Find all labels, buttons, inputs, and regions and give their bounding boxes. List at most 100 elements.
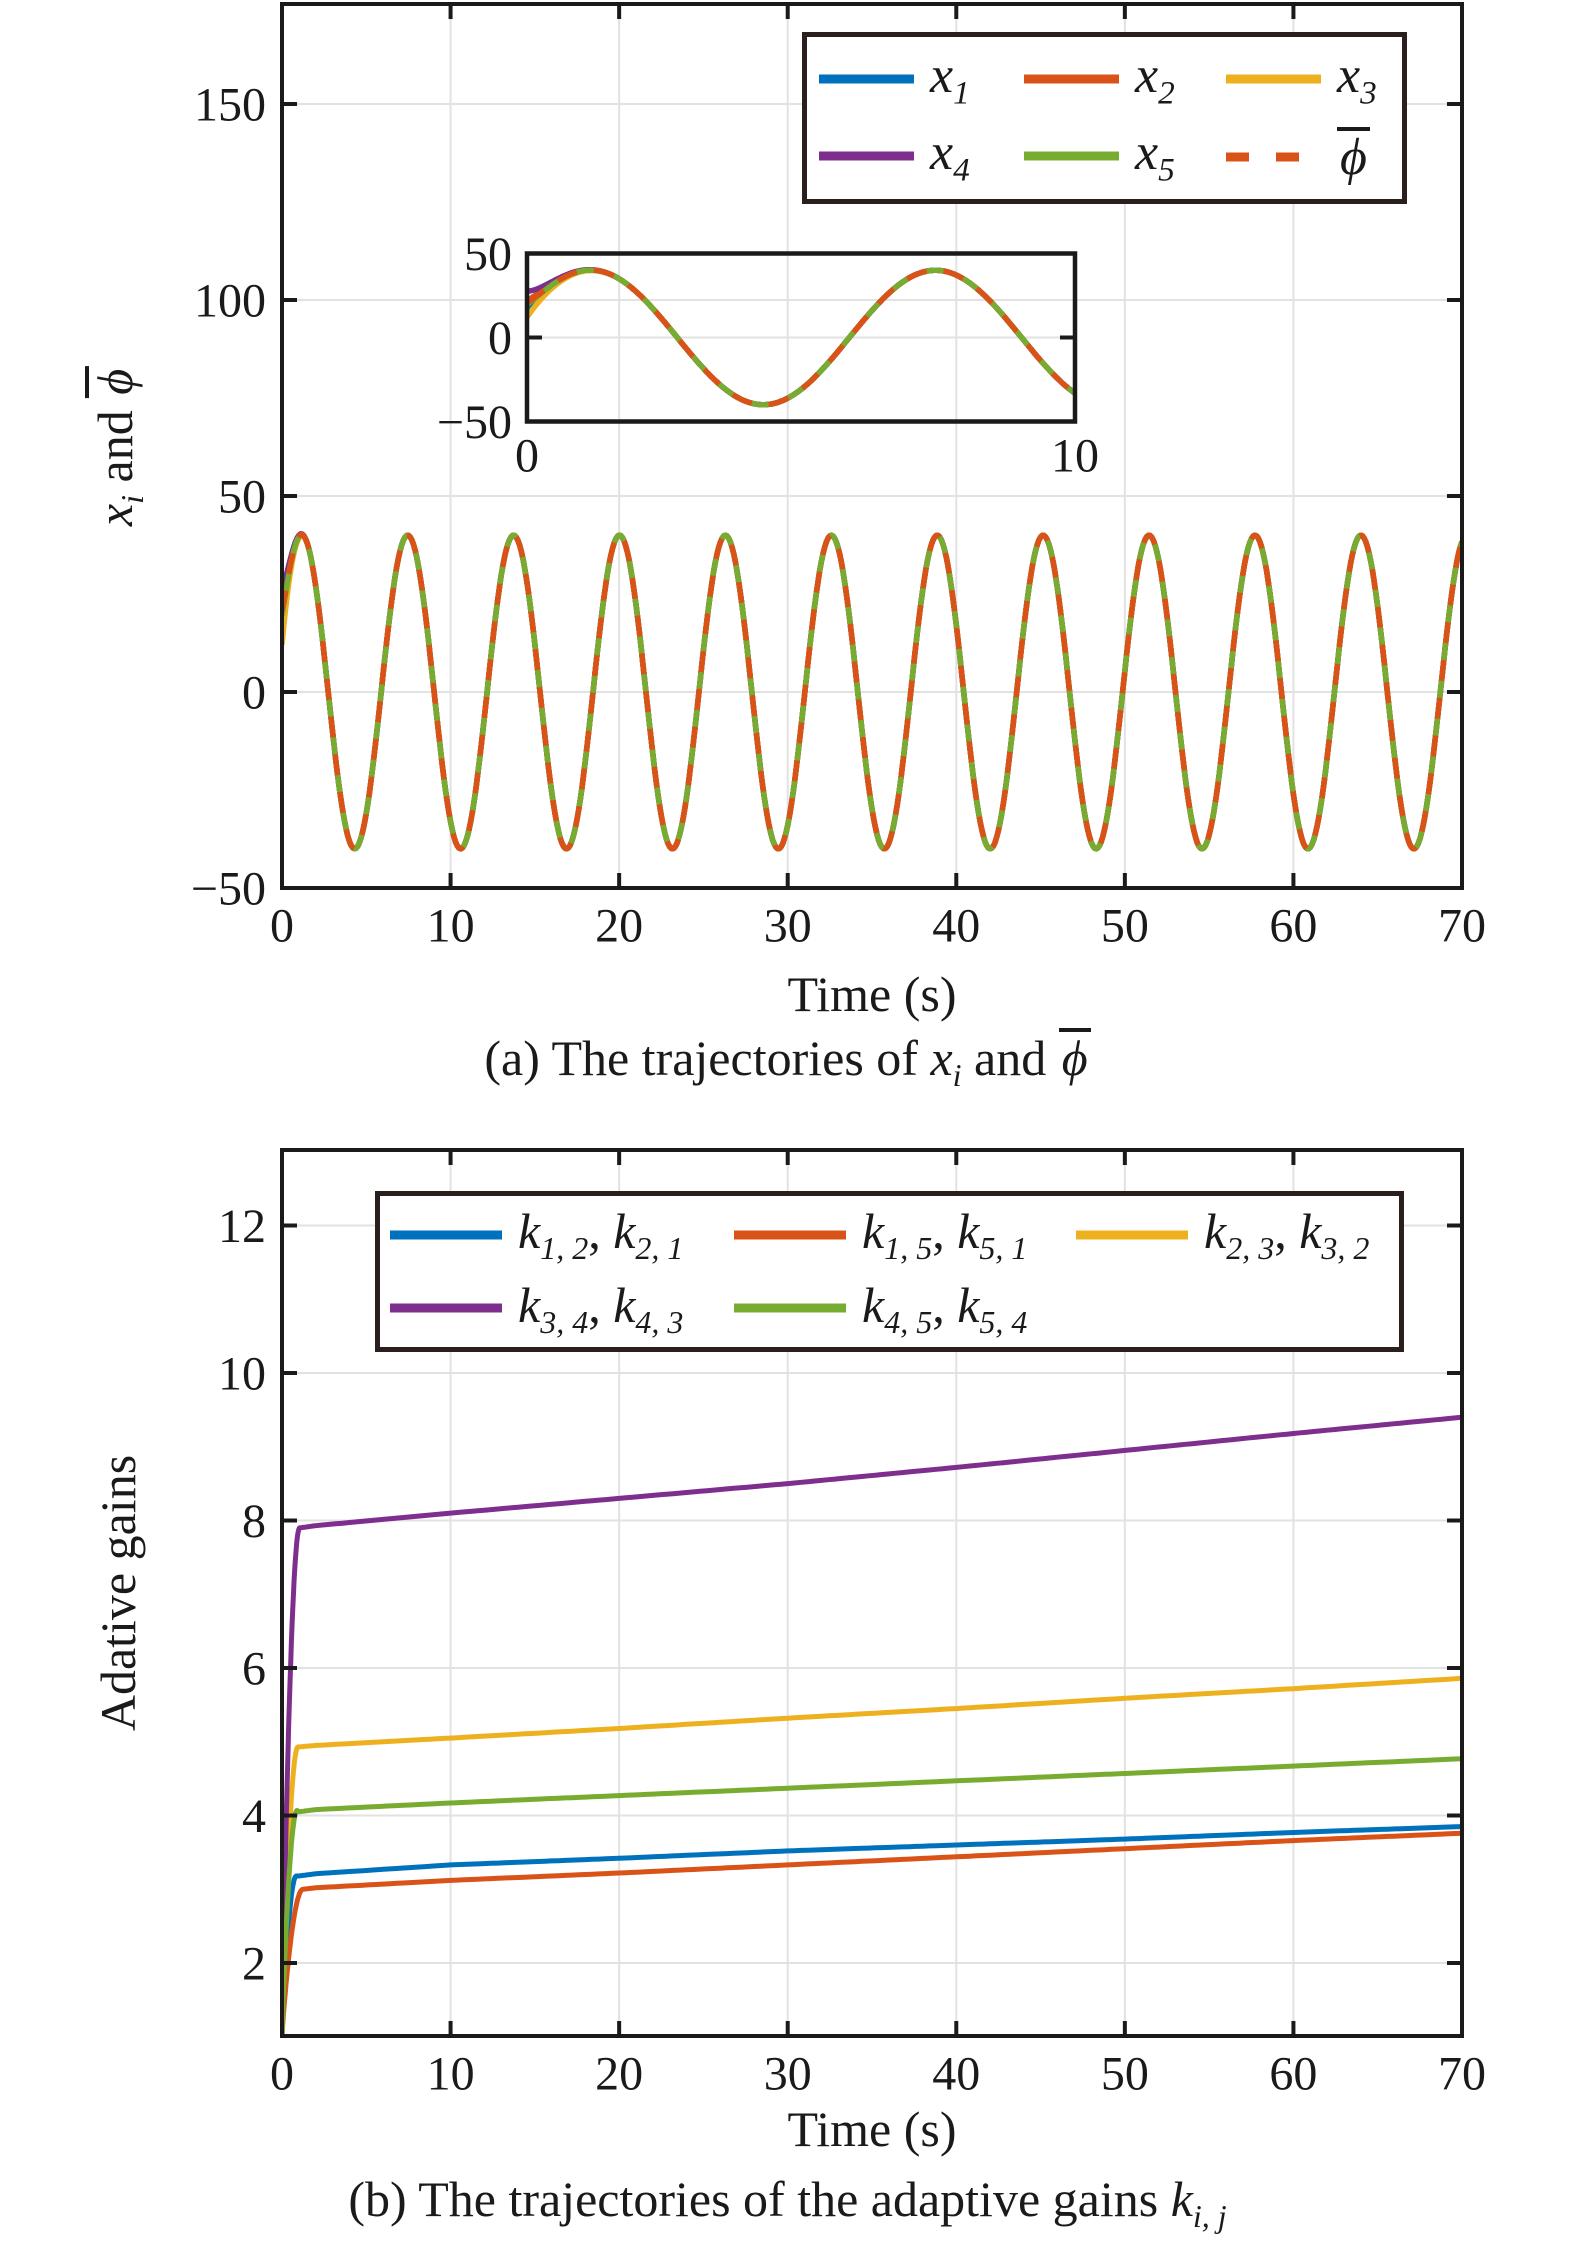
legend-b-entry-k15: k1, 5, k5, 1 <box>734 1202 1027 1267</box>
legend-b-symbol: k <box>613 1276 636 1333</box>
legend-a-label: ϕ <box>1337 126 1370 187</box>
ytick-label-a: 100 <box>194 274 266 327</box>
legend-b-subscript: 4, 3 <box>635 1303 684 1340</box>
ylabel-a: xi and ϕ <box>85 365 151 527</box>
legend-line <box>734 1303 846 1313</box>
legend-a-label: x2 <box>1135 46 1175 112</box>
inset-ytick-label: 50 <box>464 228 512 281</box>
xtick-label-a: 40 <box>932 899 980 952</box>
legend-line <box>390 1230 502 1240</box>
legend-a-subscript: 1 <box>953 74 970 112</box>
legend-b-entry-k23: k2, 3, k3, 2 <box>1076 1202 1369 1267</box>
legend-b-symbol: k <box>957 1276 980 1333</box>
xtick-label-b: 70 <box>1438 2047 1486 2100</box>
legend-b-separator: , <box>1274 1203 1300 1260</box>
legend-b-subscript: 5, 1 <box>979 1230 1028 1267</box>
caption-a-var: x <box>930 1030 953 1086</box>
ytick-label-b: 6 <box>242 1642 266 1695</box>
legend-a-label: x1 <box>930 46 970 112</box>
ytick-label-a: 150 <box>194 78 266 131</box>
xtick-label-b: 0 <box>270 2047 294 2100</box>
legend-b-separator: , <box>588 1203 614 1260</box>
legend-line <box>1076 1230 1188 1240</box>
legend-b-separator: , <box>932 1203 958 1260</box>
legend-b-symbol: k <box>1299 1203 1322 1260</box>
legend-a-label: x5 <box>1135 123 1175 189</box>
legend-b-symbol: k <box>862 1276 885 1333</box>
legend-a-subscript: 3 <box>1360 74 1377 112</box>
legend-b: k1, 2, k2, 1 k1, 5, k5, 1 k2, 3, k3, 2 k3, … <box>375 1191 1404 1352</box>
legend-a-subscript: 2 <box>1158 74 1175 112</box>
legend-b-subscript: 3, 2 <box>1321 1230 1370 1267</box>
inset-xtick-label: 0 <box>515 429 539 482</box>
caption-a-prefix: (a) The trajectories of <box>484 1030 931 1086</box>
xtick-label-a: 0 <box>270 899 294 952</box>
legend-a-symbol: x <box>930 124 954 182</box>
ylabel-a-sub: i <box>114 495 150 504</box>
legend-b-label: k1, 2, k2, 1 <box>518 1202 683 1267</box>
legend-line <box>1226 74 1321 84</box>
curve-b-k15_k51 <box>282 1830 1462 2036</box>
legend-line <box>819 151 914 161</box>
legend-b-label: k4, 5, k5, 4 <box>862 1276 1027 1341</box>
caption-a-phi: ϕ <box>1058 1028 1091 1083</box>
legend-a-symbol: x <box>1135 124 1159 182</box>
curve-b-k45_k54 <box>282 1756 1462 2036</box>
axes-a <box>280 2 1464 890</box>
xtick-label-b: 10 <box>427 2047 475 2100</box>
caption-b-sub: i, j <box>1192 2198 1227 2234</box>
legend-a-entry-x2: x2 <box>1024 46 1175 112</box>
inset-ytick-label: 0 <box>488 312 512 365</box>
inset-ytick-label: −50 <box>437 396 512 449</box>
legend-b-symbol: k <box>518 1276 541 1333</box>
legend-b-symbol: k <box>862 1203 885 1260</box>
legend-b-label: k1, 5, k5, 1 <box>862 1202 1027 1267</box>
xtick-label-b: 20 <box>595 2047 643 2100</box>
caption-b-var: k <box>1170 2171 1193 2227</box>
curve-inset-phi_bar <box>527 267 1075 408</box>
xtick-label-a: 70 <box>1438 899 1486 952</box>
ytick-label-a: 50 <box>218 470 266 523</box>
legend-a-entry-x3: x3 <box>1226 46 1377 112</box>
xtick-label-b: 50 <box>1101 2047 1149 2100</box>
ylabel-a-var: x <box>87 503 143 527</box>
ytick-label-b: 4 <box>242 1790 266 1843</box>
legend-a-label: x4 <box>930 123 970 189</box>
xtick-label-a: 50 <box>1101 899 1149 952</box>
legend-b-subscript: 4, 5 <box>884 1303 933 1340</box>
legend-line <box>1024 151 1119 161</box>
caption-b-prefix: (b) The trajectories of the adaptive gai… <box>348 2171 1171 2227</box>
legend-b-entry-k45: k4, 5, k5, 4 <box>734 1276 1027 1341</box>
axes-b <box>280 1148 1464 2038</box>
legend-b-label: k3, 4, k4, 3 <box>518 1276 683 1341</box>
legend-a-entry-x4: x4 <box>819 123 970 189</box>
legend-line-dashed <box>1226 152 1321 161</box>
legend-b-symbol: k <box>518 1203 541 1260</box>
legend-b-symbol: k <box>1204 1203 1227 1260</box>
xtick-label-a: 30 <box>764 899 812 952</box>
legend-b-label: k2, 3, k3, 2 <box>1204 1202 1369 1267</box>
legend-a-label: x3 <box>1337 46 1377 112</box>
xtick-label-b: 30 <box>764 2047 812 2100</box>
caption-a-mid: and <box>961 1030 1059 1086</box>
legend-a-symbol: x <box>930 47 954 105</box>
legend-a-entry-x1: x1 <box>819 46 970 112</box>
legend-b-separator: , <box>588 1276 614 1333</box>
legend-a-symbol: x <box>1337 47 1361 105</box>
legend-b-entry-k34: k3, 4, k4, 3 <box>390 1276 683 1341</box>
xlabel-a: Time (s) <box>787 966 957 1022</box>
curve-b-k34_k43 <box>282 1414 1462 2036</box>
xtick-label-a: 60 <box>1269 899 1317 952</box>
xlabel-b: Time (s) <box>787 2101 957 2157</box>
legend-b-subscript: 2, 3 <box>1226 1230 1275 1267</box>
legend-line <box>1024 74 1119 84</box>
inset-xtick-label: 10 <box>1051 429 1099 482</box>
legend-line <box>819 74 914 84</box>
legend-a-subscript: 4 <box>953 151 970 189</box>
legend-a-symbol: ϕ <box>1337 126 1370 184</box>
legend-b-subscript: 1, 2 <box>540 1230 589 1267</box>
legend-a-subscript: 5 <box>1158 151 1175 189</box>
legend-b-entry-k12: k1, 2, k2, 1 <box>390 1202 683 1267</box>
ytick-label-b: 8 <box>242 1495 266 1548</box>
ytick-label-a: −50 <box>191 862 266 915</box>
